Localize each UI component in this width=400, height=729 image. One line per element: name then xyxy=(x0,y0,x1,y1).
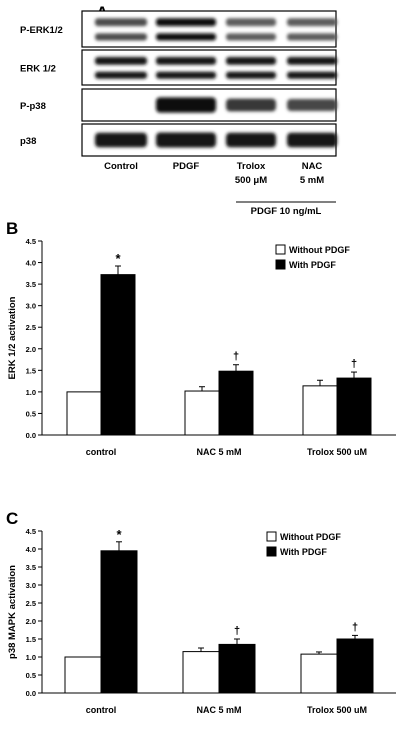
y-tick-label: 3.5 xyxy=(26,280,36,289)
blot-band xyxy=(287,18,337,27)
y-axis-title: p38 MAPK activation xyxy=(7,565,18,659)
chart-b: 0.0 0.5 1.0 1.5 2.0 2.5 3.0 3.5 4.0 4.5 ERK 1/2 ac… xyxy=(7,237,396,457)
legend-swatch xyxy=(275,259,286,270)
bar xyxy=(100,274,136,436)
y-tick-label: 4.0 xyxy=(26,545,36,554)
blot-row-label: P-p38 xyxy=(20,101,46,112)
blot-band xyxy=(287,71,337,79)
blot-row-frame xyxy=(81,10,337,48)
bar xyxy=(336,377,372,436)
legend-swatch xyxy=(275,244,286,255)
y-tick-label: 4.5 xyxy=(26,237,36,246)
bar xyxy=(182,651,220,694)
lane-label: PDGF xyxy=(173,161,200,172)
category-label: control xyxy=(86,447,117,457)
significance-mark: † xyxy=(234,625,240,637)
y-tick-label: 2.0 xyxy=(26,345,36,354)
blot-band xyxy=(287,98,337,112)
blot-band xyxy=(226,71,276,79)
y-tick-label: 1.0 xyxy=(26,653,36,662)
bar xyxy=(300,653,338,694)
bar xyxy=(66,391,102,436)
blot-band xyxy=(226,33,276,41)
bar xyxy=(184,390,220,436)
blot-row-label: ERK 1/2 xyxy=(20,64,56,75)
category-label: Trolox 500 uM xyxy=(307,447,367,457)
y-tick-label: 3.5 xyxy=(26,563,36,572)
bar xyxy=(218,370,254,436)
significance-mark: * xyxy=(116,527,122,542)
blot-band xyxy=(95,18,147,27)
legend-swatch xyxy=(266,531,277,542)
y-tick-label: 0.0 xyxy=(26,689,36,698)
significance-mark: † xyxy=(233,351,239,363)
blot-band xyxy=(287,132,337,148)
lane-sublabel: 5 mM xyxy=(300,175,324,186)
y-tick-label: 2.5 xyxy=(26,599,36,608)
y-tick-label: 2.5 xyxy=(26,323,36,332)
y-tick-label: 0.5 xyxy=(26,671,36,680)
y-tick-label: 1.5 xyxy=(26,635,36,644)
category-label: NAC 5 mM xyxy=(196,447,241,457)
y-tick-label: 0.5 xyxy=(26,409,36,418)
category-label: NAC 5 mM xyxy=(196,705,241,715)
blot-band xyxy=(156,71,216,79)
blot-band xyxy=(226,18,276,27)
western-blot: P-ERK1/2 ERK 1/2 P-p38 p38 Control PDGF Trolox… xyxy=(20,10,337,186)
lane-label: NAC xyxy=(302,161,323,172)
significance-mark: † xyxy=(351,358,357,370)
blot-band xyxy=(95,57,147,65)
blot-band xyxy=(156,97,216,113)
blot-band xyxy=(95,33,147,41)
blot-band xyxy=(95,71,147,79)
y-tick-label: 4.5 xyxy=(26,527,36,536)
bar xyxy=(100,550,138,694)
blot-band xyxy=(156,18,216,27)
legend-label: Without PDGF xyxy=(289,245,350,255)
blot-band xyxy=(226,132,276,148)
category-label: Trolox 500 uM xyxy=(307,705,367,715)
y-tick-label: 4.0 xyxy=(26,259,36,268)
category-label: control xyxy=(86,705,117,715)
y-tick-label: 3.0 xyxy=(26,302,36,311)
blot-band xyxy=(287,57,337,65)
y-tick-label: 1.0 xyxy=(26,388,36,397)
blot-band xyxy=(95,132,147,148)
legend-swatch xyxy=(266,546,277,557)
bar xyxy=(64,656,102,694)
bar xyxy=(218,643,256,694)
lane-label: Control xyxy=(104,161,138,172)
y-axis-title: ERK 1/2 activation xyxy=(7,296,18,379)
legend-label: With PDGF xyxy=(280,547,327,557)
bar xyxy=(302,385,338,436)
blot-band xyxy=(156,57,216,65)
y-tick-label: 3.0 xyxy=(26,581,36,590)
y-tick-label: 1.5 xyxy=(26,366,36,375)
significance-mark: * xyxy=(115,251,121,266)
blot-band xyxy=(226,98,276,112)
blot-band xyxy=(226,57,276,65)
bar xyxy=(336,638,374,694)
y-tick-label: 0.0 xyxy=(26,431,36,440)
blot-row-label: p38 xyxy=(20,136,36,147)
blot-band xyxy=(156,132,216,148)
treatment-label: PDGF 10 ng/mL xyxy=(251,206,322,217)
lane-sublabel: 500 μM xyxy=(235,175,267,186)
lane-label: Trolox xyxy=(237,161,266,172)
panel-c-letter: C xyxy=(6,509,18,528)
blot-band xyxy=(156,33,216,41)
legend-label: With PDGF xyxy=(289,260,336,270)
significance-mark: † xyxy=(352,621,358,633)
blot-band xyxy=(287,33,337,41)
y-tick-label: 2.0 xyxy=(26,617,36,626)
blot-row-frame xyxy=(81,49,337,86)
chart-c: 0.0 0.5 1.0 1.5 2.0 2.5 3.0 3.5 4.0 4.5 p38 MAPK a… xyxy=(7,527,396,715)
panel-b-letter: B xyxy=(6,219,18,238)
blot-row-label: P-ERK1/2 xyxy=(20,25,63,36)
legend-label: Without PDGF xyxy=(280,532,341,542)
